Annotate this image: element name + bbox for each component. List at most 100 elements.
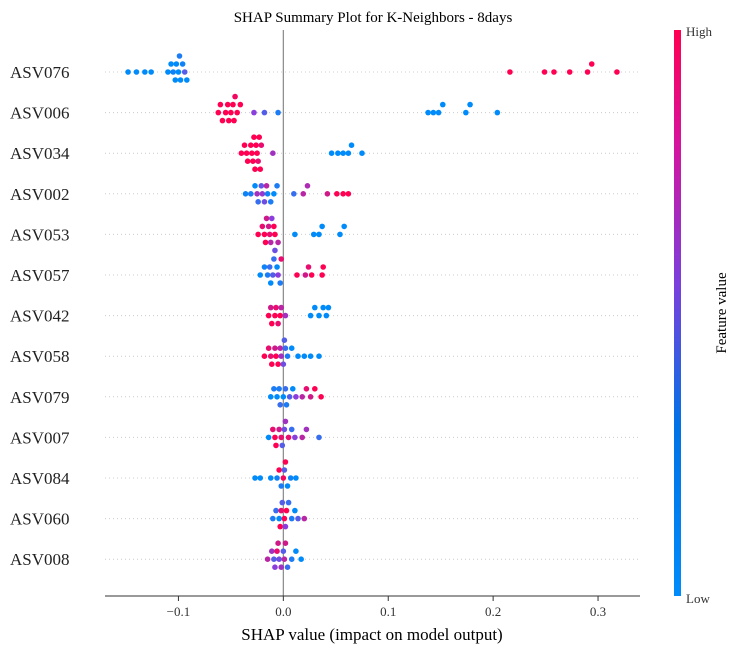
shap-point (288, 426, 295, 433)
shap-point (181, 69, 188, 75)
shap-point (316, 434, 322, 441)
shap-point (288, 556, 295, 562)
shap-point (276, 386, 282, 392)
shap-point (278, 353, 285, 360)
shap-point (267, 353, 274, 360)
shap-point (277, 280, 283, 286)
shap-point (293, 394, 299, 400)
shap-point (261, 231, 268, 238)
feature-label: ASV006 (10, 104, 70, 123)
shap-point (270, 426, 276, 433)
shap-point (345, 191, 352, 197)
shap-point (173, 61, 180, 67)
shap-point (275, 239, 281, 246)
shap-point (275, 540, 281, 546)
shap-point (302, 272, 309, 278)
shap-point (255, 158, 261, 164)
shap-point (170, 69, 176, 75)
shap-point (275, 272, 281, 278)
shap-point (541, 69, 548, 75)
shap-point (425, 109, 431, 116)
x-axis-label: SHAP value (impact on model output) (241, 625, 502, 644)
colorbar-high-label: High (686, 24, 713, 39)
shap-point (281, 337, 288, 344)
shap-point (251, 134, 257, 140)
shap-point (295, 353, 301, 360)
shap-point (268, 361, 275, 368)
row-gridlines (105, 71, 640, 560)
dots-layer (125, 53, 620, 570)
shap-point (261, 109, 268, 116)
shap-point (271, 223, 277, 230)
feature-label: ASV008 (10, 550, 70, 569)
shap-point (281, 515, 288, 522)
shap-point (272, 434, 278, 441)
shap-point (272, 345, 278, 352)
shap-point (278, 507, 285, 514)
shap-point (133, 69, 140, 75)
shap-point (319, 223, 325, 230)
shap-point (280, 361, 287, 368)
shap-point (238, 150, 245, 156)
shap-point (273, 304, 279, 311)
shap-point (551, 69, 557, 75)
shap-point (272, 312, 278, 319)
shap-point (324, 191, 331, 197)
shap-point (267, 394, 274, 400)
shap-point (274, 548, 280, 554)
shap-point (176, 53, 183, 59)
feature-label: ASV084 (10, 469, 70, 488)
shap-point (219, 117, 226, 124)
shap-point (255, 231, 261, 238)
shap-point (277, 402, 283, 408)
shap-point (277, 523, 283, 530)
shap-point (279, 442, 286, 449)
shap-point (312, 304, 318, 311)
chart-title: SHAP Summary Plot for K-Neighbors - 8day… (234, 10, 513, 26)
shap-point (340, 191, 346, 197)
shap-point (312, 386, 318, 392)
feature-label: ASV079 (10, 388, 70, 407)
shap-point (305, 264, 312, 270)
shap-point (275, 320, 281, 327)
shap-point (266, 231, 273, 238)
shap-point (281, 467, 288, 473)
shap-point (244, 158, 251, 164)
shap-point (274, 264, 280, 270)
shap-point (318, 394, 324, 400)
shap-point (242, 191, 249, 197)
shap-point (261, 199, 268, 205)
shap-point (282, 523, 289, 530)
shap-point (272, 564, 278, 570)
shap-point (279, 499, 286, 506)
shap-point (284, 483, 291, 489)
shap-point (308, 272, 315, 278)
feature-label: ASV060 (10, 510, 70, 529)
shap-point (249, 150, 255, 156)
shap-point (323, 312, 330, 319)
shap-point (264, 191, 271, 197)
shap-point (252, 166, 258, 172)
shap-point (280, 394, 287, 400)
shap-point (175, 69, 182, 75)
shap-point (430, 109, 437, 116)
shap-point (264, 556, 271, 562)
shap-point (307, 312, 314, 319)
shap-point (267, 280, 274, 286)
shap-point (271, 386, 277, 392)
shap-point (257, 166, 264, 172)
shap-point (248, 142, 254, 148)
shap-point (294, 272, 300, 278)
feature-label: ASV058 (10, 347, 70, 366)
shap-point (258, 183, 265, 189)
shap-point (283, 507, 290, 514)
shap-point (276, 467, 282, 473)
shap-point (265, 223, 272, 230)
shap-point (254, 191, 260, 197)
shap-point (251, 109, 257, 116)
x-tick-label: 0.1 (380, 604, 396, 619)
shap-point (261, 264, 268, 270)
shap-point (282, 312, 289, 319)
shap-point (274, 475, 280, 481)
shap-point (271, 556, 277, 562)
